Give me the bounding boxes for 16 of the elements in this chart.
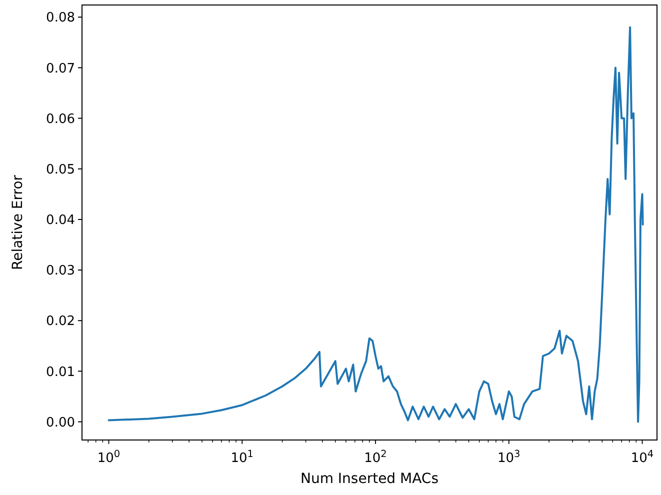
- x-axis-title: Num Inserted MACs: [300, 471, 439, 487]
- y-tick-label: 0.05: [46, 162, 75, 178]
- y-axis-title: Relative Error: [10, 174, 26, 270]
- y-tick-label: 0.07: [46, 61, 75, 76]
- y-tick-label: 0.00: [46, 415, 75, 430]
- y-tick-label: 0.03: [46, 264, 75, 279]
- y-tick-label: 0.02: [46, 314, 75, 330]
- y-tick-label: 0.08: [46, 10, 75, 26]
- x-tick-label: 10$^{2}$: [364, 448, 387, 466]
- y-tick-label: 0.06: [46, 112, 75, 127]
- y-tick-label: 0.01: [46, 364, 75, 380]
- x-tick-label: 10$^{3}$: [497, 448, 520, 466]
- y-tick-label: 0.04: [46, 213, 75, 228]
- x-tick-label: 10$^{4}$: [630, 448, 654, 466]
- x-tick-label: 10$^{1}$: [230, 448, 254, 466]
- x-tick-label: 10$^{0}$: [97, 448, 120, 466]
